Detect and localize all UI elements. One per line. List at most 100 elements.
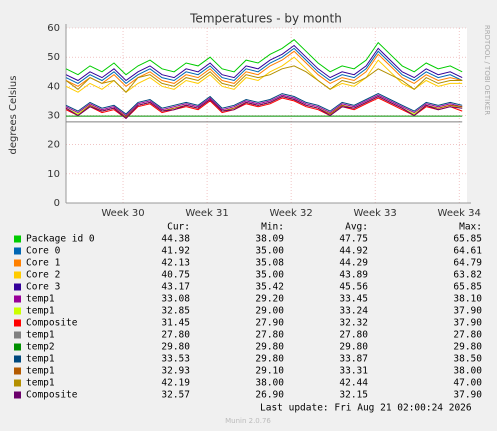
- legend-name: temp1: [26, 294, 55, 305]
- series-line: [65, 94, 463, 117]
- legend-stat: 43.89: [339, 270, 368, 281]
- y-tick-label: 30: [47, 111, 60, 122]
- legend-name: Composite: [26, 318, 78, 329]
- legend-stat: 29.80: [255, 342, 284, 353]
- y-tick-label: 10: [47, 169, 60, 180]
- x-tick-label: Week 34: [438, 208, 481, 219]
- legend-stat: 33.87: [339, 354, 368, 365]
- legend-name: Core 0: [26, 246, 61, 257]
- legend-stat: 33.08: [161, 294, 190, 305]
- legend-stat: 42.19: [161, 378, 190, 389]
- legend-stat: 38.00: [255, 378, 284, 389]
- legend-stat: 33.45: [339, 294, 368, 305]
- legend-stat: 42.44: [339, 378, 368, 389]
- legend-stat: 35.00: [255, 246, 284, 257]
- legend-stat: 35.00: [255, 270, 284, 281]
- series-line: [65, 65, 463, 93]
- legend-swatch: [14, 307, 21, 315]
- legend-stat: 38.10: [453, 294, 482, 305]
- legend-stat: 47.00: [453, 378, 482, 389]
- legend-stat: 38.50: [453, 354, 482, 365]
- legend-swatch: [14, 295, 21, 303]
- series-line: [65, 47, 463, 85]
- y-tick-label: 0: [54, 198, 60, 209]
- legend-stat: 32.15: [339, 390, 368, 401]
- legend-stat: 38.09: [255, 234, 284, 245]
- legend-stat: 27.80: [453, 330, 482, 341]
- legend-stat: 29.20: [255, 294, 284, 305]
- legend-swatch: [14, 259, 21, 267]
- legend-stat: 33.24: [339, 306, 368, 317]
- legend-stat: 27.80: [255, 330, 284, 341]
- legend-swatch: [14, 271, 21, 279]
- legend-swatch: [14, 379, 21, 387]
- series-line: [65, 44, 463, 82]
- legend-stat: 26.90: [255, 390, 284, 401]
- legend-name: Core 3: [26, 282, 60, 293]
- legend-stat: 29.00: [255, 306, 284, 317]
- series-line: [65, 39, 463, 76]
- legend-stat: 32.57: [161, 390, 190, 401]
- legend-stat: 27.80: [161, 330, 190, 341]
- legend-stat: 29.80: [339, 342, 368, 353]
- legend-stat: 29.80: [255, 354, 284, 365]
- y-tick-label: 50: [47, 52, 60, 63]
- legend-stat: 38.00: [453, 366, 482, 377]
- legend-stat: 33.31: [339, 366, 368, 377]
- legend-stat: 29.80: [161, 342, 190, 353]
- legend-stat: 35.42: [255, 282, 284, 293]
- series-line: [65, 50, 463, 87]
- legend-swatch: [14, 367, 21, 375]
- legend-stat: 37.90: [453, 306, 482, 317]
- legend-swatch: [14, 343, 21, 351]
- y-axis-label: degrees Celsius: [8, 76, 19, 155]
- chart-title: Temperatures - by month: [189, 12, 342, 26]
- legend-name: temp2: [26, 342, 55, 353]
- legend-stat: 35.08: [255, 258, 284, 269]
- legend-name: temp1: [26, 306, 55, 317]
- legend-stat: 29.10: [255, 366, 284, 377]
- legend-stat: 64.79: [453, 258, 482, 269]
- legend-stat: 32.93: [161, 366, 190, 377]
- x-tick-label: Week 32: [269, 208, 312, 219]
- legend-stat: 29.80: [453, 342, 482, 353]
- version: Munin 2.0.76: [225, 417, 271, 425]
- legend-stat: 40.75: [161, 270, 190, 281]
- legend-header: Min:: [261, 222, 284, 233]
- legend-stat: 41.92: [161, 246, 190, 257]
- legend-header: Max:: [459, 222, 482, 233]
- legend-stat: 42.13: [161, 258, 190, 269]
- footer: Last update: Fri Aug 21 02:00:24 2026: [260, 403, 472, 414]
- legend-stat: 37.90: [453, 390, 482, 401]
- legend-swatch: [14, 391, 21, 399]
- legend-stat: 33.53: [161, 354, 190, 365]
- legend-stat: 44.92: [339, 246, 368, 257]
- legend-stat: 32.32: [339, 318, 368, 329]
- legend-stat: 64.61: [453, 246, 482, 257]
- legend-stat: 44.29: [339, 258, 368, 269]
- series-line: [65, 93, 463, 115]
- legend-name: Core 1: [26, 258, 61, 269]
- legend-stat: 27.90: [255, 318, 284, 329]
- legend-stat: 32.85: [161, 306, 190, 317]
- legend-name: Package id 0: [26, 234, 95, 245]
- x-tick-label: Week 33: [353, 208, 396, 219]
- legend-name: Composite: [26, 390, 78, 401]
- legend-swatch: [14, 283, 21, 291]
- legend-stat: 37.90: [453, 318, 482, 329]
- side-text: RRDTOOL / TOBI OETIKER: [483, 25, 491, 115]
- legend-stat: 27.80: [339, 330, 368, 341]
- x-tick-label: Week 31: [185, 208, 228, 219]
- y-tick-label: 60: [47, 23, 60, 34]
- legend-stat: 65.85: [453, 282, 482, 293]
- legend-swatch: [14, 331, 21, 339]
- legend-swatch: [14, 235, 21, 243]
- legend-header: Avg:: [345, 222, 368, 233]
- legend-stat: 31.45: [161, 318, 190, 329]
- legend-name: temp1: [26, 378, 55, 389]
- legend-swatch: [14, 247, 21, 255]
- legend-stat: 63.82: [453, 270, 482, 281]
- legend-stat: 44.38: [161, 234, 190, 245]
- legend-swatch: [14, 355, 21, 363]
